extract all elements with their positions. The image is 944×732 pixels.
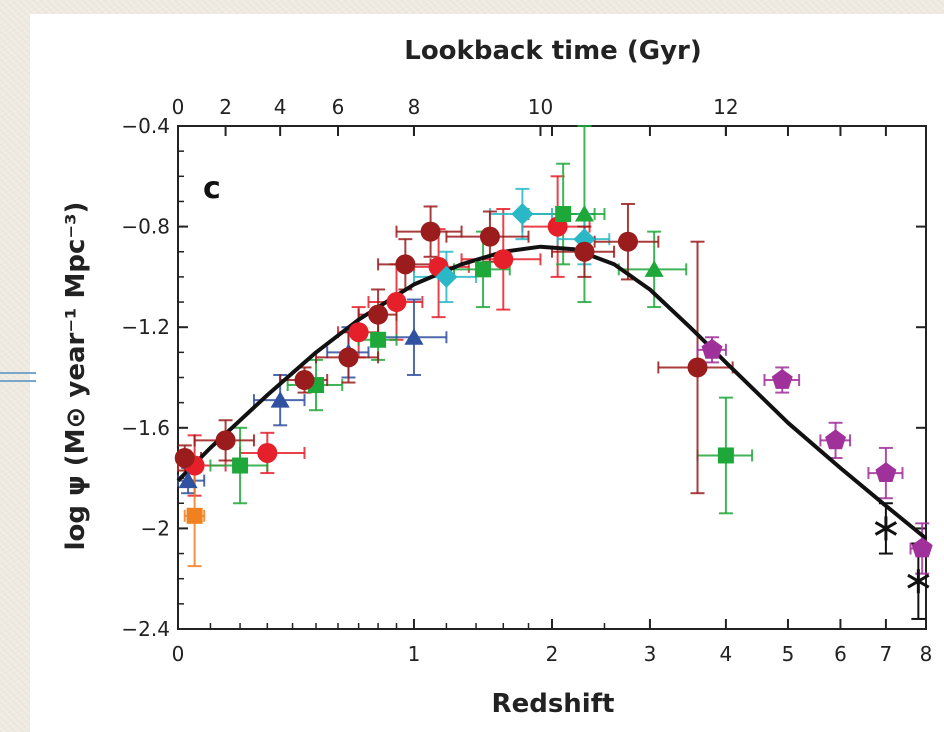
data-point-square [186, 507, 203, 524]
data-point-star [907, 573, 930, 589]
y-tick-label: −0.4 [121, 114, 170, 138]
top-tick-label: 2 [219, 95, 232, 119]
data-point-circle [617, 231, 638, 252]
data-point-circle [294, 370, 315, 391]
data-point-triangle [178, 471, 198, 489]
data-point-diamond [435, 265, 458, 288]
data-point-pentagon [701, 338, 723, 359]
data-point-circle [215, 430, 236, 451]
decorative-line [0, 380, 36, 382]
x-tick-label: 4 [720, 642, 733, 666]
y-tick-label: −0.8 [121, 215, 170, 239]
top-axis-title: Lookback time (Gyr) [404, 36, 702, 66]
top-tick-label: 12 [713, 95, 738, 119]
x-tick-label: 3 [644, 642, 657, 666]
data-point-triangle [574, 205, 594, 222]
y-tick-label: −2.4 [121, 617, 170, 641]
chart-panel [30, 14, 944, 732]
data-point-diamond [511, 203, 534, 225]
x-tick-label: 0 [172, 642, 185, 666]
fit-curve [176, 244, 928, 541]
data-point-circle [338, 347, 359, 368]
x-tick-label: 2 [546, 642, 559, 666]
top-tick-label: 10 [528, 95, 553, 119]
data-point-star [874, 521, 898, 536]
marker-layer [174, 203, 933, 594]
decorative-line [0, 372, 36, 374]
x-axis-title: Redshift [492, 689, 615, 719]
data-point-circle [257, 442, 278, 463]
fit-curve-layer [176, 244, 928, 541]
data-point-circle [420, 221, 441, 242]
y-tick-label: −1.2 [121, 315, 170, 339]
data-point-square [232, 457, 249, 474]
axes-layer: 0 1 2 3 4 5 6 7 80 2 4 6 8 10 12−0.4−0.8−1.2−1.6−2−2.4 [121, 95, 932, 666]
top-tick-label: 6 [332, 95, 345, 119]
data-point-triangle [644, 260, 664, 277]
data-point-circle [386, 292, 407, 313]
y-tick-label: −1.6 [121, 416, 170, 440]
panel-letter: c [203, 171, 221, 206]
data-point-circle [348, 322, 369, 343]
data-point-circle [368, 304, 389, 325]
top-tick-label: 8 [408, 95, 421, 119]
y-tick-label: −2 [141, 516, 170, 540]
data-point-circle [574, 241, 595, 262]
data-point-square [475, 261, 492, 278]
data-point-square [717, 447, 734, 464]
data-point-circle [395, 254, 416, 275]
data-point-pentagon [875, 462, 897, 482]
x-tick-label: 5 [782, 642, 795, 666]
top-tick-label: 4 [274, 95, 287, 119]
data-point-triangle [404, 328, 424, 345]
data-point-pentagon [911, 537, 933, 558]
data-point-pentagon [771, 369, 793, 389]
y-axis-title: log ψ (M⊙ year⁻¹ Mpc⁻³) [61, 202, 91, 551]
x-tick-label: 7 [880, 642, 893, 666]
data-point-circle [493, 249, 514, 270]
x-tick-label: 8 [920, 642, 933, 666]
x-tick-label: 1 [408, 642, 421, 666]
x-tick-label: 6 [834, 642, 847, 666]
data-point-circle [479, 226, 500, 247]
data-point-circle [687, 357, 708, 378]
data-point-square [370, 331, 387, 348]
data-point-pentagon [825, 429, 846, 450]
data-point-square [555, 206, 572, 223]
data-point-triangle [270, 391, 290, 408]
data-point-circle [174, 447, 195, 468]
top-tick-label: 0 [172, 95, 185, 119]
